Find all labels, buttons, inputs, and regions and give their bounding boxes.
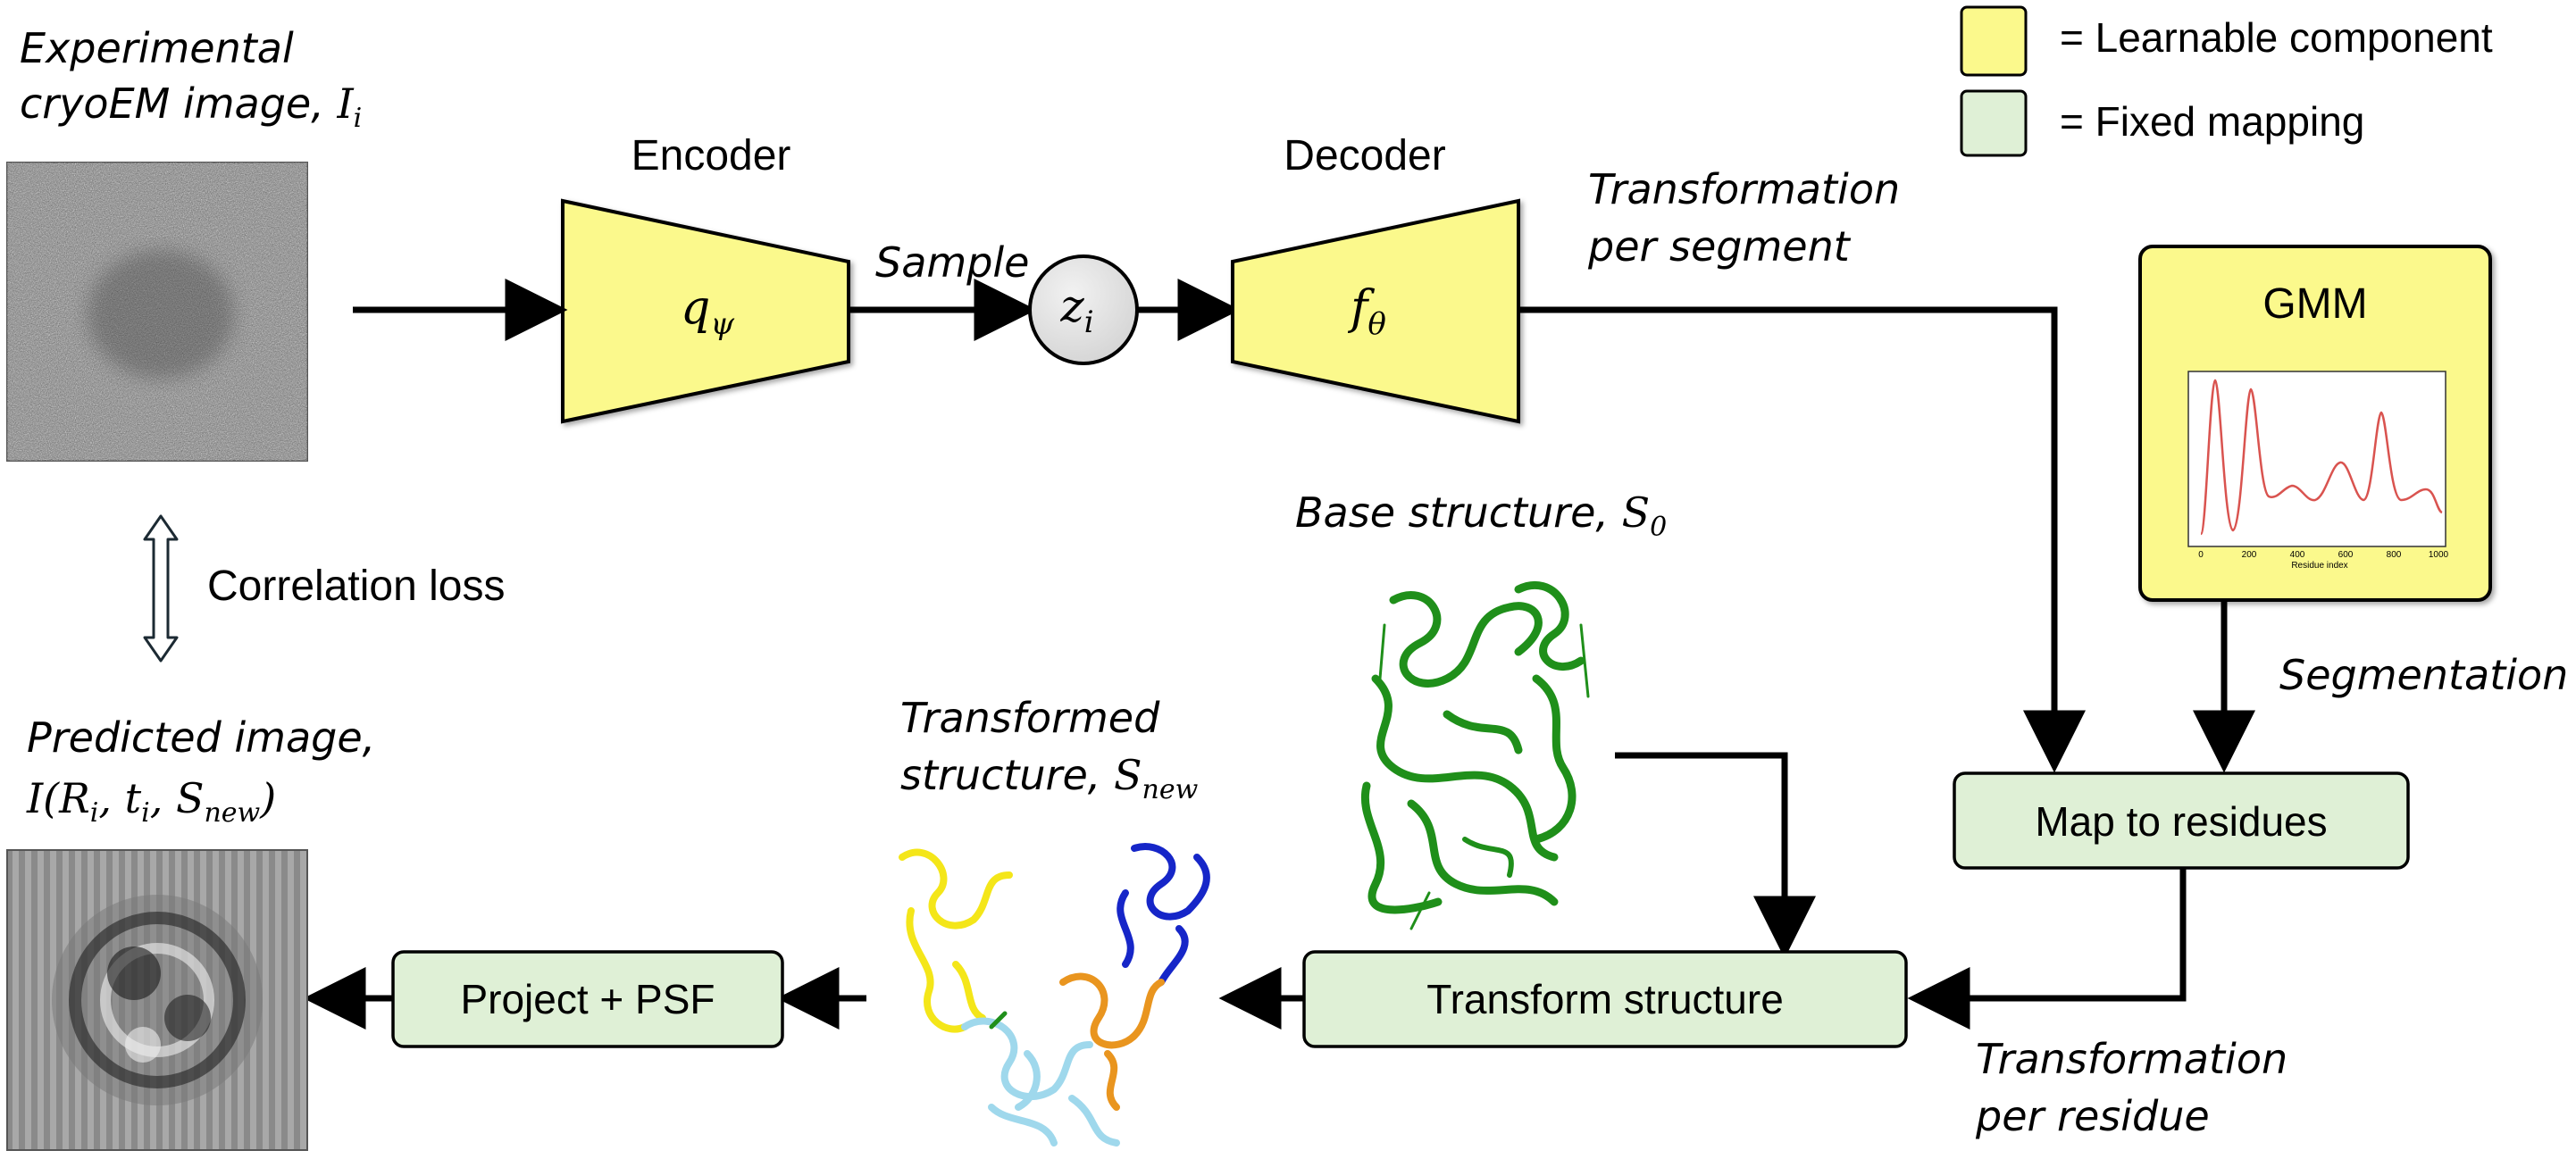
project-psf-label: Project + PSF (460, 976, 715, 1022)
transformed-protein-structure-image (899, 843, 1210, 1146)
experimental-cryoem-image (6, 162, 308, 462)
correlation-loss-label: Correlation loss (207, 563, 505, 610)
predicted-title-line1: Predicted image, (27, 713, 375, 762)
transform-segment-line2: per segment (1587, 222, 1852, 271)
legend-fixed-label: = Fixed mapping (2060, 98, 2364, 145)
latent-symbol: zi (1059, 280, 1093, 340)
encoder-trapezoid (561, 198, 850, 424)
legend-learnable-swatch (1960, 5, 2028, 77)
gmm-xtick: 400 (2290, 550, 2305, 560)
gmm-density-curve (2199, 379, 2443, 536)
gmm-title: GMM (2262, 280, 2367, 328)
correlation-loss: Correlation loss (143, 514, 505, 663)
encoder-block: Encoder qψ (561, 132, 850, 424)
latent-node: zi (1028, 254, 1139, 365)
decoder-trapezoid (1231, 198, 1520, 424)
input-block: Experimental cryoEM image, Ii (6, 24, 362, 462)
predicted-title-line2: I(Ri, ti, Snew) (26, 774, 276, 829)
arrow-decoder-to-map (1518, 306, 2086, 773)
transform-structure: Transform structure (1302, 950, 1908, 1048)
transformed-structure-line1: Transformed (900, 694, 1160, 742)
gmm-block: GMM 0 200 400 600 800 1000 Residue index (2138, 245, 2492, 602)
map-to-residues: Map to residues (1953, 771, 2410, 870)
input-title-line1: Experimental (20, 24, 294, 72)
transform-residue-line1: Transformation (1976, 1035, 2287, 1083)
predicted-image (6, 849, 308, 1151)
encoder-title: Encoder (631, 132, 791, 179)
predicted-block: Predicted image, I(Ri, ti, Snew) (6, 713, 375, 1151)
legend-learnable-label: = Learnable component (2060, 14, 2493, 61)
gmm-xtick: 200 (2242, 550, 2257, 560)
arrow-map-to-transform (1907, 868, 2187, 1030)
project-psf: Project + PSF (391, 950, 784, 1048)
map-to-residues-label: Map to residues (2035, 798, 2327, 845)
arrow-base-to-transform (1615, 752, 1816, 959)
transformed-structure-line2: structure, Snew (900, 751, 1199, 805)
transform-residue-line2: per residue (1975, 1092, 2210, 1140)
segmentation-label: Segmentation (2279, 651, 2568, 699)
decoder-block: Decoder fθ (1231, 132, 1520, 424)
double-arrow-icon (143, 514, 179, 663)
input-title-line2: cryoEM image, Ii (20, 79, 362, 134)
sample-label: Sample (875, 238, 1029, 287)
base-structure-block: Base structure, S0 (1295, 488, 1667, 930)
transform-structure-label: Transform structure (1426, 976, 1784, 1022)
gmm-xtick: 0 (2198, 550, 2204, 560)
gmm-plot-frame (2187, 371, 2446, 547)
base-structure-label: Base structure, S0 (1295, 488, 1667, 543)
gmm-xticks: 0 200 400 600 800 1000 (2198, 550, 2448, 560)
base-protein-structure-image (1360, 580, 1590, 930)
gmm-xtick: 800 (2387, 550, 2402, 560)
transform-segment-line1: Transformation (1588, 165, 1900, 213)
decoder-title: Decoder (1284, 132, 1445, 179)
gmm-xtick: 1000 (2429, 550, 2449, 560)
gmm-plot: 0 200 400 600 800 1000 Residue index (2187, 371, 2449, 571)
gmm-xtick: 600 (2338, 550, 2354, 560)
encoder-symbol: qψ (681, 281, 734, 342)
gmm-xlabel: Residue index (2291, 561, 2347, 571)
transformed-structure-block: Transformed structure, Snew (899, 694, 1210, 1146)
legend-fixed-swatch (1960, 89, 2028, 157)
legend: = Learnable component = Fixed mapping (1960, 5, 2493, 157)
